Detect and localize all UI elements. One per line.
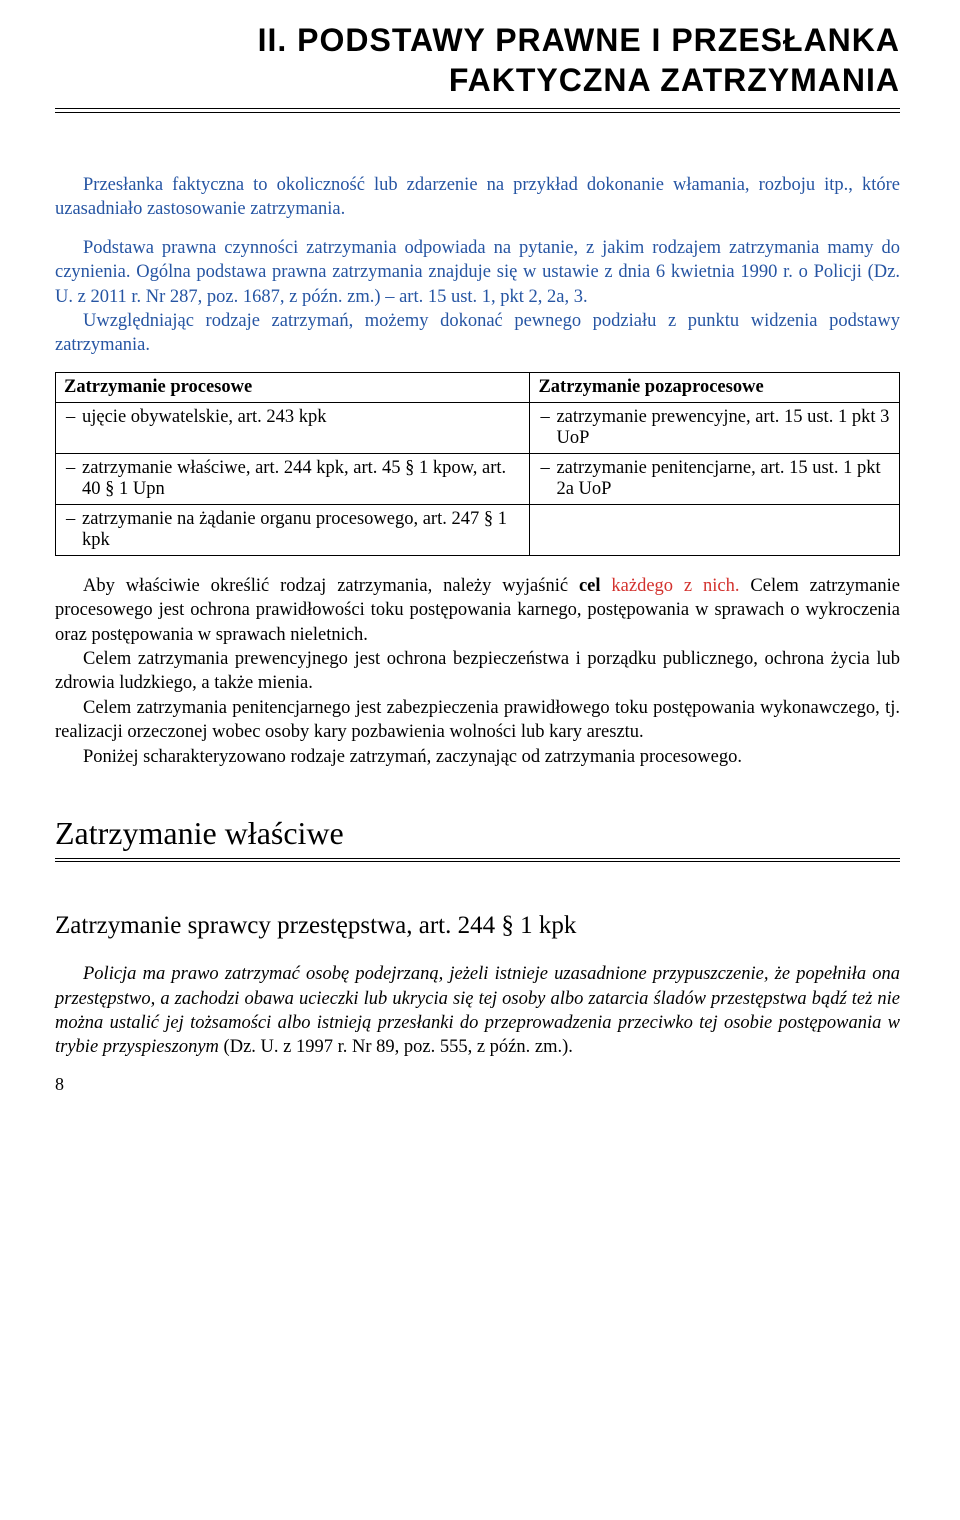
table-row: –zatrzymanie właściwe, art. 244 kpk, art… [56,453,530,504]
table-row: –zatrzymanie penitencjarne, art. 15 ust.… [530,453,900,504]
para5: Celem zatrzymania prewencyjnego jest och… [55,649,900,693]
para4b: cel [579,576,601,596]
chapter-title: II. PODSTAWY PRAWNE I PRZESŁANKA FAKTYCZ… [55,20,900,100]
table-header-left: Zatrzymanie procesowe [56,372,530,402]
paragraph-4: Aby właściwie określić rodzaj zatrzymani… [55,574,900,769]
chapter-title-line2: FAKTYCZNA ZATRZYMANIA [449,62,900,98]
para7: Poniżej scharakteryzowano rodzaje zatrzy… [83,747,742,767]
section-title: Zatrzymanie właściwe [55,815,900,852]
para3-text: Uwzględniając rodzaje zatrzymań, możemy … [55,311,900,355]
paragraph-1: Przesłanka faktyczna to okoliczność lub … [55,173,900,222]
cell-text: zatrzymanie na żądanie organu procesoweg… [82,509,507,550]
para2-text: Podstawa prawna czynności zatrzymania od… [55,238,900,307]
para6: Celem zatrzymania penitencjarnego jest z… [55,698,900,742]
section-rule [55,858,900,862]
subsection-title: Zatrzymanie sprawcy przestępstwa, art. 2… [55,912,900,940]
cell-text: ujęcie obywatelskie, art. 243 kpk [82,407,327,427]
table-row: –ujęcie obywatelskie, art. 243 kpk [56,402,530,453]
chapter-title-line1: II. PODSTAWY PRAWNE I PRZESŁANKA [258,22,900,58]
para1-text: Przesłanka faktyczna to okoliczność lub … [55,175,900,219]
title-rule [55,108,900,113]
table-row: –zatrzymanie prewencyjne, art. 15 ust. 1… [530,402,900,453]
paragraph-8: Policja ma prawo zatrzymać osobę podejrz… [55,962,900,1060]
types-table: Zatrzymanie procesowe Zatrzymanie pozapr… [55,372,900,556]
para8b: (Dz. U. z 1997 r. Nr 89, poz. 555, z póź… [224,1037,573,1057]
table-header-right: Zatrzymanie pozaprocesowe [530,372,900,402]
cell-text: zatrzymanie prewencyjne, art. 15 ust. 1 … [556,407,889,448]
table-row: –zatrzymanie na żądanie organu procesowe… [56,504,530,555]
para4a: Aby właściwie określić rodzaj zatrzymani… [83,576,579,596]
paragraph-2-3: Podstawa prawna czynności zatrzymania od… [55,236,900,358]
cell-text: zatrzymanie właściwe, art. 244 kpk, art.… [82,458,506,499]
page-number: 8 [55,1074,900,1095]
table-row-empty [530,504,900,555]
cell-text: zatrzymanie penitencjarne, art. 15 ust. … [556,458,880,499]
para4c: każdego z nich. [601,576,740,596]
